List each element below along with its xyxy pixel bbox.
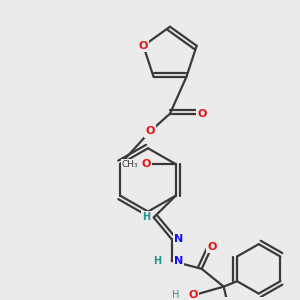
Text: N: N: [174, 234, 183, 244]
Text: O: O: [188, 290, 198, 300]
Text: O: O: [141, 159, 151, 169]
Text: CH₃: CH₃: [121, 160, 138, 169]
Text: H: H: [154, 256, 162, 266]
Text: O: O: [145, 127, 155, 136]
Text: O: O: [197, 109, 207, 119]
Text: O: O: [207, 242, 216, 252]
Text: H: H: [142, 212, 150, 223]
Text: N: N: [174, 256, 183, 266]
Text: H: H: [172, 290, 179, 300]
Text: O: O: [139, 41, 148, 51]
